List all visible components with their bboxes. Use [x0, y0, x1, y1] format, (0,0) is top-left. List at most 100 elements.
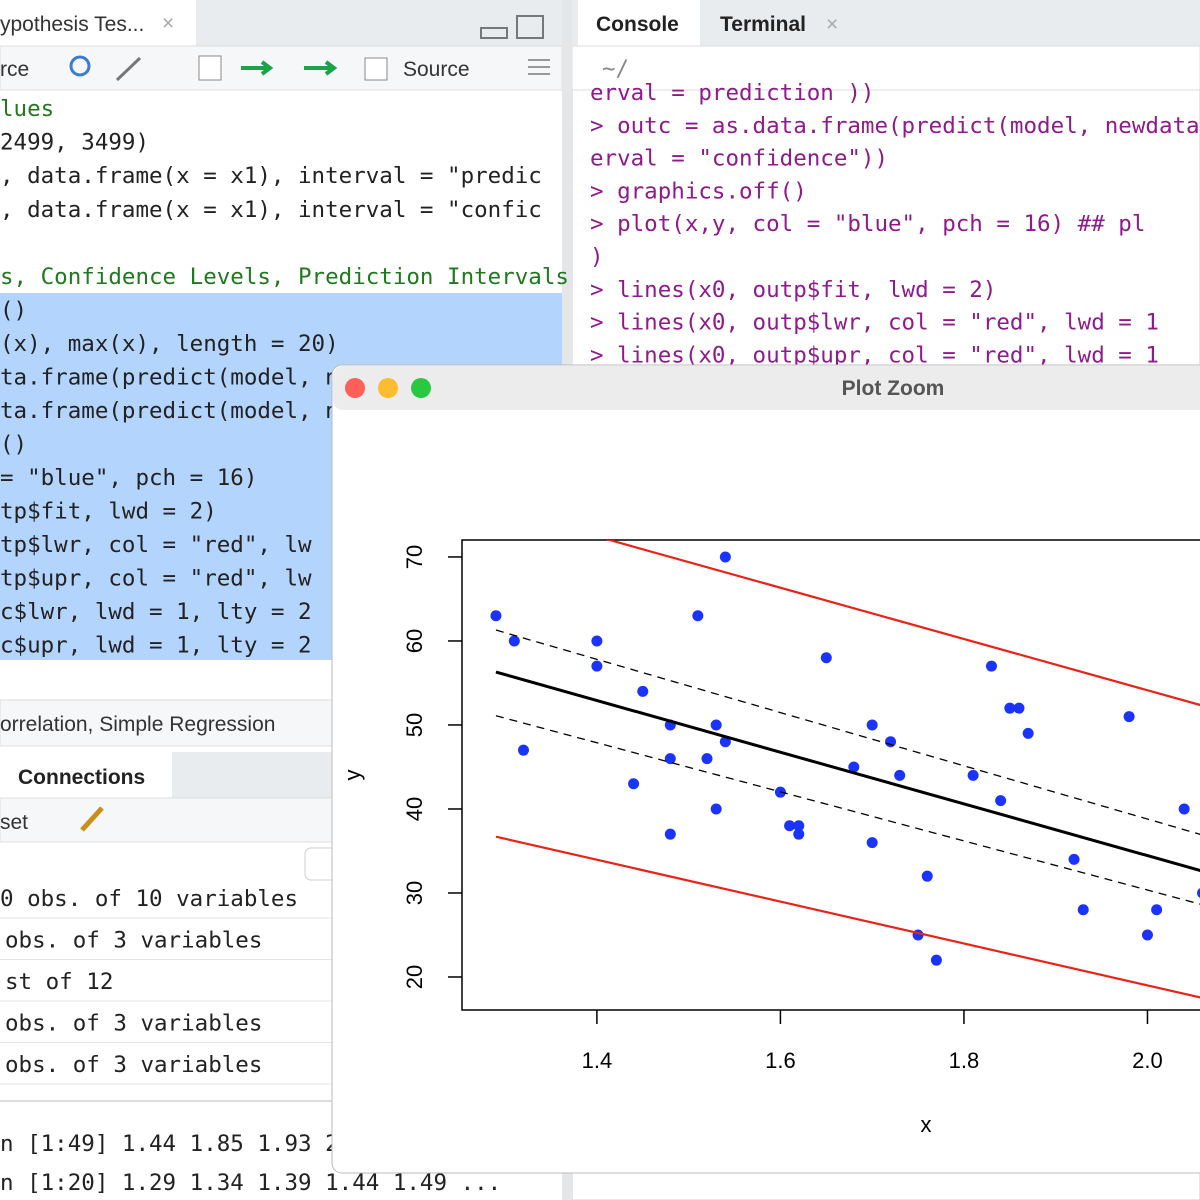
point	[1123, 711, 1135, 723]
point	[1151, 904, 1163, 916]
code-line: tp$upr, col = "red", lw	[0, 566, 312, 592]
env-row: 0 obs. of 10 variables	[0, 886, 298, 912]
code-line: c$lwr, lwd = 1, lty = 2	[0, 599, 312, 625]
point	[1197, 888, 1200, 898]
x-tick-label: 1.6	[765, 1048, 796, 1073]
status-label: orrelation, Simple Regression	[0, 713, 275, 736]
divider	[0, 1100, 332, 1102]
point	[664, 828, 676, 840]
point	[1068, 853, 1080, 865]
x-tick-label: 2.0	[1132, 1048, 1163, 1073]
point	[1178, 803, 1190, 815]
search-icon[interactable]	[69, 55, 91, 77]
code-line: = "blue", pch = 16)	[0, 465, 257, 491]
console-tab[interactable]	[578, 0, 700, 46]
env-tab[interactable]	[0, 752, 172, 798]
tab-label: Connections	[18, 766, 145, 789]
minimize-icon[interactable]	[480, 27, 508, 39]
point	[628, 778, 640, 790]
code-line: (x), max(x), length = 20)	[0, 331, 339, 357]
point	[508, 635, 520, 647]
plot-area	[490, 540, 1200, 999]
point	[710, 803, 722, 815]
point	[866, 837, 878, 849]
y-tick-label: 40	[402, 797, 427, 821]
console-line: > graphics.off()	[590, 178, 807, 204]
console-tab-label[interactable]: Terminal	[720, 13, 806, 36]
minimize-button[interactable]	[378, 378, 398, 398]
outline-icon[interactable]	[528, 59, 550, 75]
line	[495, 835, 1200, 999]
tab-close[interactable]: ×	[826, 13, 838, 36]
point	[1004, 702, 1016, 714]
zoom-button[interactable]	[411, 378, 431, 398]
console-header	[571, 45, 1200, 91]
console-line: > lines(x0, outp$upr, col = "red", lwd =…	[590, 342, 1159, 368]
point	[894, 769, 906, 781]
line	[605, 540, 1200, 707]
point	[490, 610, 502, 622]
point	[517, 744, 529, 756]
point	[719, 551, 731, 563]
point	[719, 736, 731, 748]
code-line: tp$fit, lwd = 2)	[0, 499, 217, 525]
run-icon[interactable]	[241, 60, 274, 76]
editor-status	[0, 699, 333, 747]
point	[664, 753, 676, 765]
console-line: > plot(x,y, col = "blue", pch = 16) ## p…	[590, 211, 1145, 237]
console-line: )	[590, 244, 604, 270]
console-path: ~/	[602, 56, 629, 82]
point	[591, 635, 603, 647]
code-line: , data.frame(x = x1), interval = "predic	[0, 163, 542, 189]
env-toolbar	[0, 797, 333, 843]
maximize-icon[interactable]	[516, 15, 544, 39]
env-row: obs. of 3 variables	[5, 1011, 262, 1037]
point	[820, 652, 832, 664]
point	[930, 954, 942, 966]
plot-titlebar	[333, 366, 1200, 410]
confidence-line	[495, 629, 1200, 835]
point	[995, 795, 1007, 807]
code-line: tp$lwr, col = "red", lw	[0, 532, 312, 558]
code-line: , data.frame(x = x1), interval = "confic	[0, 197, 542, 223]
y-tick-label: 60	[402, 629, 427, 653]
notebook-icon[interactable]	[198, 55, 222, 81]
code-line: ta.frame(predict(model, n	[0, 398, 339, 424]
point	[985, 660, 997, 672]
tab-label: ypothesis Tes...	[0, 13, 144, 36]
point	[591, 660, 603, 672]
editor-toolbar	[0, 45, 563, 91]
close-button[interactable]	[345, 378, 365, 398]
y-axis-label: y	[340, 770, 365, 781]
wand-icon[interactable]	[115, 56, 142, 82]
broom-icon[interactable]	[80, 806, 104, 832]
env-row: obs. of 3 variables	[5, 928, 262, 954]
code-line: lues	[0, 96, 54, 122]
window-title: Plot Zoom	[842, 377, 945, 400]
code-line: c$upr, lwd = 1, lty = 2	[0, 633, 312, 659]
line	[495, 670, 1200, 872]
point	[967, 769, 979, 781]
value-row: n [1:49] 1.44 1.85 1.93 2	[0, 1131, 339, 1157]
plot-frame	[461, 539, 1200, 1011]
y-tick-label: 50	[402, 713, 427, 737]
x-tick-label: 1.8	[949, 1048, 980, 1073]
console-line: erval = "confidence"))	[590, 146, 888, 172]
point	[1141, 929, 1153, 941]
code-line: ()	[0, 298, 27, 324]
env-row: st of 12	[5, 969, 113, 995]
editor-tab[interactable]	[0, 0, 196, 46]
source-button[interactable]: Source	[403, 58, 470, 81]
point	[1013, 702, 1025, 714]
point	[701, 753, 713, 765]
console-tab-label[interactable]: Console	[596, 13, 679, 36]
rerun-icon[interactable]	[304, 60, 338, 76]
x-axis-label: x	[921, 1112, 932, 1137]
source-icon[interactable]	[364, 57, 388, 81]
tab-close[interactable]: ×	[162, 12, 174, 35]
y-tick-label: 20	[402, 965, 427, 989]
code-line: s, Confidence Levels, Prediction Interva…	[0, 264, 569, 290]
console-line: > lines(x0, outp$fit, lwd = 2)	[590, 277, 996, 303]
point	[793, 828, 805, 840]
